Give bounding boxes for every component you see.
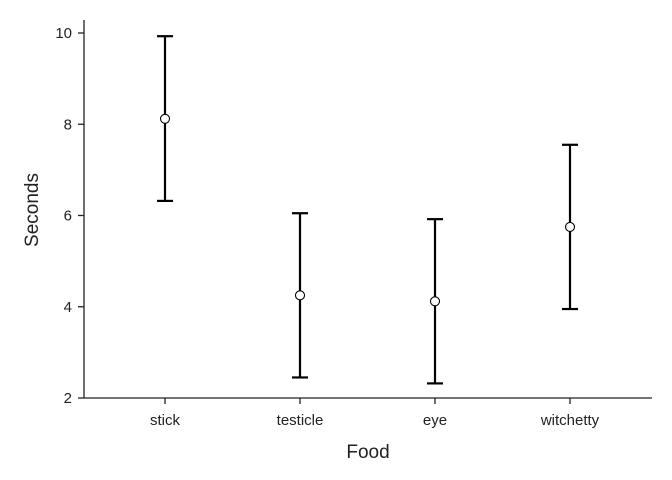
x-axis-title: Food [346,442,389,463]
y-ticks: 2 4 6 8 10 [55,25,84,407]
mean-point-stick [159,113,171,124]
error-bar-group-testicle [292,212,308,379]
x-tick-label-eye: eye [423,412,447,429]
x-tick-label-testicle: testicle [277,412,324,429]
error-bar-group-witchetty [562,143,578,311]
y-axis-title: Seconds [22,173,43,247]
x-tick-label-witchetty: witchetty [540,412,600,429]
error-bar-group-eye [427,218,443,385]
error-bar-group-stick [157,35,173,202]
mean-point-eye [429,296,441,307]
y-tick-label-10: 10 [55,25,72,42]
y-tick-label-4: 4 [64,299,72,316]
x-ticks: stick testicle eye witchetty [150,398,600,429]
mean-point-testicle [294,290,306,301]
y-tick-label-2: 2 [64,390,72,407]
axes [83,20,652,399]
x-tick-label-stick: stick [150,412,181,429]
y-tick-label-6: 6 [64,208,72,225]
data-marks [157,35,578,385]
mean-point-witchetty [564,221,576,232]
y-tick-label-8: 8 [64,116,72,133]
